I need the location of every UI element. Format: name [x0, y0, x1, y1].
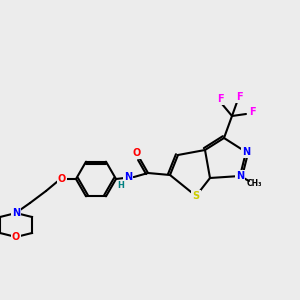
Text: O: O [133, 148, 141, 158]
Text: CH₃: CH₃ [246, 179, 262, 188]
Text: S: S [192, 191, 200, 201]
Text: F: F [236, 92, 242, 102]
Text: N: N [242, 147, 250, 157]
Text: N: N [12, 208, 20, 218]
Text: N: N [124, 172, 132, 182]
Text: N: N [236, 171, 244, 181]
Text: O: O [12, 232, 20, 242]
Text: H: H [118, 181, 124, 190]
Text: F: F [217, 94, 223, 104]
Text: F: F [249, 107, 255, 117]
Text: O: O [58, 174, 66, 184]
